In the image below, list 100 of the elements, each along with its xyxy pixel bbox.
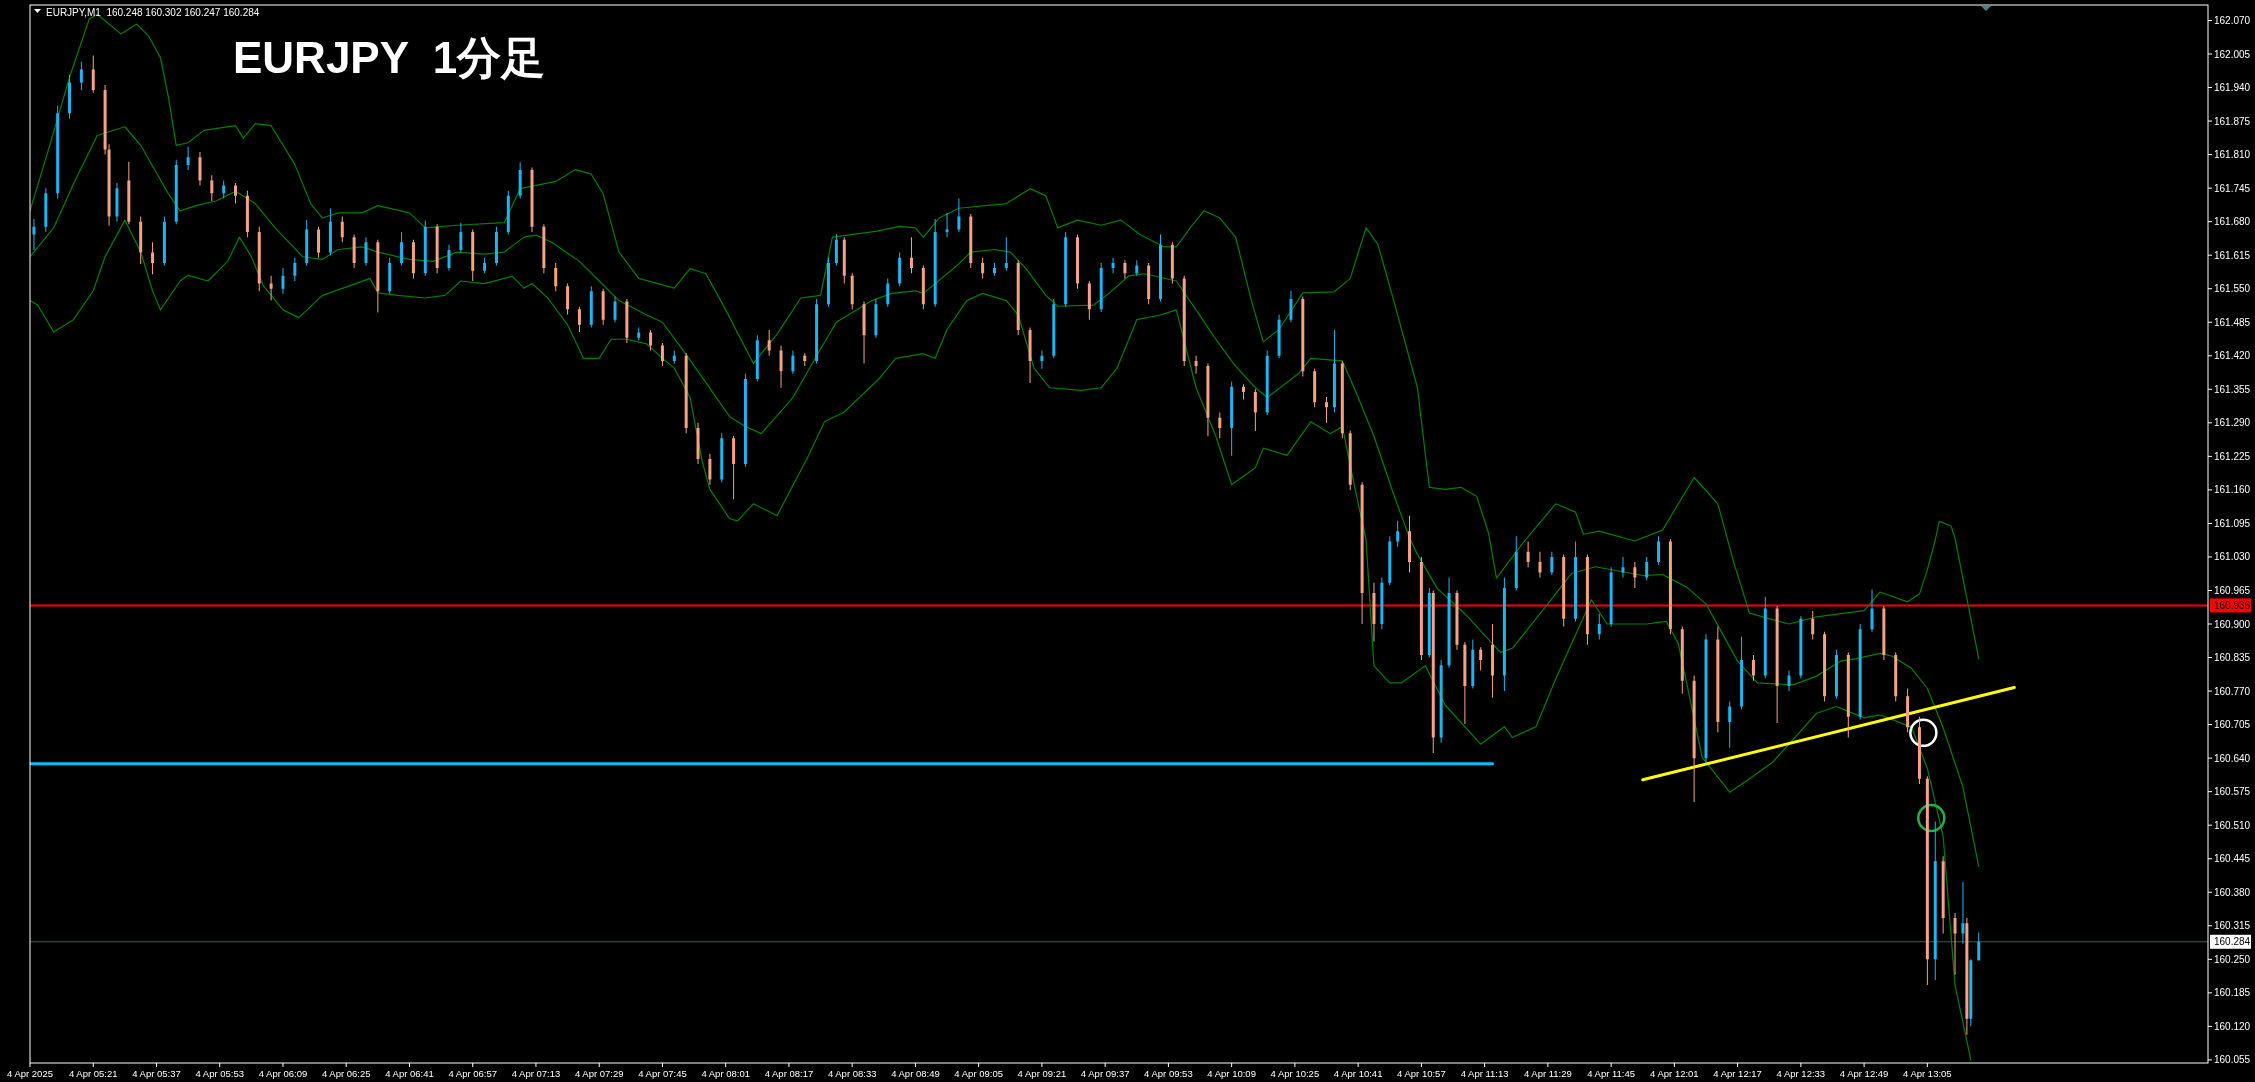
x-tick-label: 4 Apr 10:09 xyxy=(1207,1068,1256,1079)
candlestick xyxy=(506,190,510,235)
candlestick xyxy=(1087,280,1091,320)
candlestick xyxy=(957,198,961,232)
x-tick-label: 4 Apr 10:57 xyxy=(1397,1068,1446,1079)
candlestick xyxy=(423,220,427,276)
candlestick xyxy=(1858,624,1862,720)
y-tick-label: 161.290 xyxy=(2214,417,2251,429)
candlestick xyxy=(921,265,925,310)
candlestick xyxy=(328,208,332,256)
candlestick xyxy=(494,226,498,266)
candlestick xyxy=(1325,397,1329,423)
candlestick xyxy=(115,182,119,222)
candlestick xyxy=(1763,596,1767,679)
candlestick xyxy=(1751,654,1755,681)
candlestick xyxy=(1609,567,1613,627)
y-tick-label: 161.875 xyxy=(2214,115,2251,127)
x-tick-label: 4 Apr 07:13 xyxy=(511,1068,561,1079)
candlestick xyxy=(1787,670,1791,692)
candlestick xyxy=(1004,237,1008,271)
x-tick-label: 4 Apr 08:33 xyxy=(827,1068,877,1079)
candlestick xyxy=(898,252,902,287)
candlestick xyxy=(1147,262,1151,305)
x-tick-label: 4 Apr 09:37 xyxy=(1080,1068,1130,1079)
y-tick-label: 161.810 xyxy=(2214,149,2251,161)
x-tick-label: 4 Apr 2025 xyxy=(7,1068,53,1079)
candlestick xyxy=(696,422,700,465)
candlestick xyxy=(886,278,890,307)
x-tick-label: 4 Apr 08:49 xyxy=(891,1068,940,1079)
candlestick xyxy=(1823,631,1827,702)
candlestick xyxy=(1408,515,1412,573)
candlestick xyxy=(281,268,285,294)
candlestick xyxy=(850,273,854,310)
candlestick xyxy=(1360,482,1364,625)
candlestick xyxy=(1277,314,1281,359)
x-tick-label: 4 Apr 05:53 xyxy=(195,1068,245,1079)
candlestick xyxy=(1182,275,1186,367)
candlestick xyxy=(1159,234,1162,302)
candlestick xyxy=(1253,389,1257,432)
candlestick xyxy=(91,55,95,93)
y-tick-label: 160.705 xyxy=(2214,719,2251,731)
candlestick xyxy=(566,283,570,315)
x-tick-label: 4 Apr 06:25 xyxy=(321,1068,371,1079)
candlestick xyxy=(625,299,629,343)
y-tick-label: 160.900 xyxy=(2214,618,2251,630)
candlestick xyxy=(1562,554,1566,627)
candlestick xyxy=(340,216,344,243)
candlestick xyxy=(1621,556,1625,578)
candlestick xyxy=(1447,577,1451,668)
candlestick xyxy=(1301,296,1305,377)
y-tick-label: 161.355 xyxy=(2214,383,2251,395)
candlestick xyxy=(613,296,617,323)
y-tick-label: 160.055 xyxy=(2214,1054,2251,1066)
y-tick-label: 160.445 xyxy=(2214,853,2251,865)
y-tick-label: 160.770 xyxy=(2214,685,2251,697)
candlestick xyxy=(1194,355,1198,374)
y-tick-label: 162.070 xyxy=(2214,14,2251,26)
y-tick-label: 161.485 xyxy=(2214,316,2251,328)
x-tick-label: 4 Apr 05:37 xyxy=(132,1068,181,1079)
x-tick-label: 4 Apr 11:13 xyxy=(1460,1068,1509,1079)
candlestick xyxy=(447,244,451,271)
candlestick xyxy=(554,262,558,292)
x-tick-label: 4 Apr 12:33 xyxy=(1776,1068,1826,1079)
candlestick xyxy=(1961,881,1965,944)
candlestick xyxy=(743,373,747,467)
candlestick xyxy=(518,162,522,199)
x-tick-label: 4 Apr 09:21 xyxy=(1017,1068,1067,1079)
candlestick xyxy=(79,61,83,91)
candlestick xyxy=(1380,577,1384,630)
candlestick xyxy=(1332,329,1336,413)
candlestick xyxy=(68,74,72,119)
candlestick xyxy=(1016,260,1020,336)
candlestick xyxy=(1463,642,1467,725)
candlestick xyxy=(471,229,475,281)
line-series xyxy=(30,219,1972,1061)
candlestick xyxy=(1028,327,1032,384)
x-tick-label: 4 Apr 11:29 xyxy=(1523,1068,1572,1079)
candlestick xyxy=(1597,613,1601,640)
candlestick xyxy=(660,342,664,367)
candlestick xyxy=(139,216,143,264)
candlestick xyxy=(1340,360,1344,439)
candlestick xyxy=(1775,605,1779,724)
y-tick-label: 160.315 xyxy=(2214,920,2251,932)
text: EURJPY 1分足 xyxy=(233,33,546,82)
x-tick-label: 4 Apr 07:45 xyxy=(638,1068,687,1079)
candlestick xyxy=(1704,634,1708,764)
candlestick xyxy=(1396,520,1400,547)
candlestick xyxy=(234,182,238,204)
candlestick xyxy=(1052,299,1056,359)
candlestick xyxy=(174,159,178,225)
x-tick-label: 4 Apr 11:45 xyxy=(1587,1068,1636,1079)
y-tick-label: 161.615 xyxy=(2214,249,2251,261)
candlestick xyxy=(1574,541,1578,622)
candlestick xyxy=(1906,688,1910,733)
candlestick xyxy=(1550,551,1554,576)
candlestick xyxy=(1064,231,1068,307)
y-tick-label: 161.940 xyxy=(2214,82,2251,94)
candlestick xyxy=(779,345,783,388)
candlestick xyxy=(1040,350,1044,369)
candlestick xyxy=(1692,675,1696,802)
